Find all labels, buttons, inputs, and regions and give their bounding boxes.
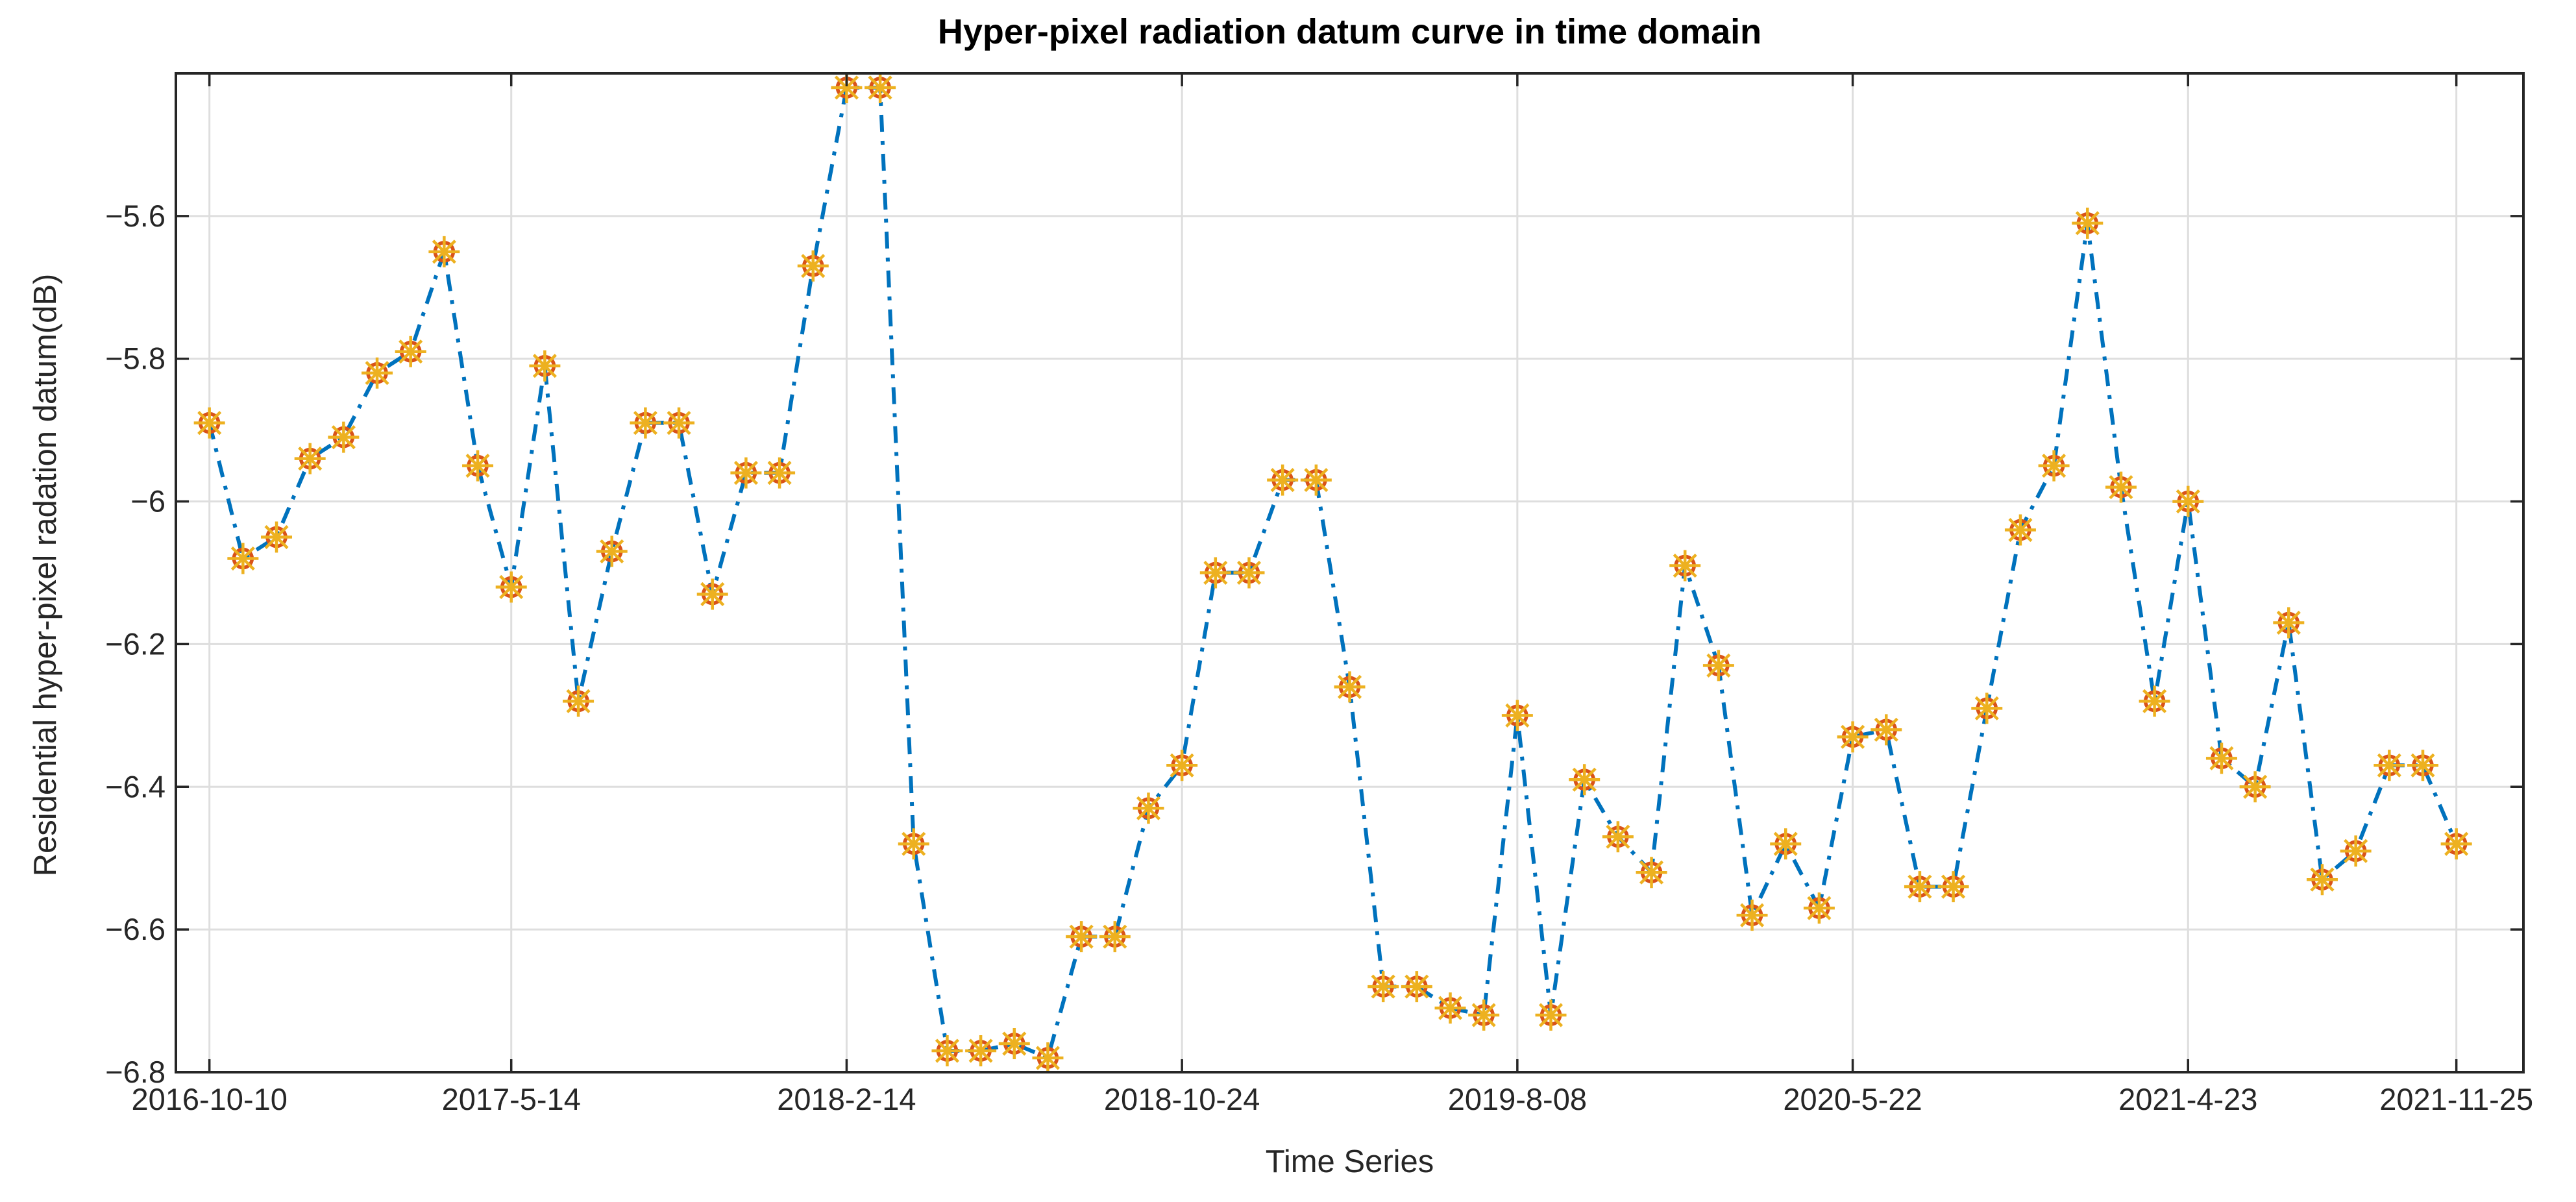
data-point-asterisk-marker xyxy=(767,461,792,485)
y-tick-label: −6.8 xyxy=(105,1055,166,1089)
data-point-asterisk-marker xyxy=(399,339,423,364)
data-point-asterisk-marker xyxy=(1438,996,1463,1020)
data-point-asterisk-marker xyxy=(1841,724,1865,749)
data-series-line xyxy=(207,86,2459,1061)
data-point-asterisk-marker xyxy=(2176,489,2200,514)
data-point-asterisk-marker xyxy=(1069,924,1094,949)
data-point-asterisk-marker xyxy=(1236,560,1262,585)
data-point-asterisk-marker xyxy=(1739,903,1765,927)
data-point-asterisk-marker xyxy=(968,1038,993,1063)
data-point-asterisk-marker xyxy=(1874,717,1898,742)
data-point-asterisk-marker xyxy=(1505,703,1530,728)
x-tick-label: 2018-10-24 xyxy=(1104,1082,1260,1116)
data-point-asterisk-marker xyxy=(532,354,557,378)
data-point-asterisk-marker xyxy=(1941,874,1966,899)
data-point-asterisk-marker xyxy=(1002,1031,1027,1056)
data-point-asterisk-marker xyxy=(197,411,222,435)
x-tick-label: 2021-11-25 xyxy=(2379,1082,2533,1116)
data-point-asterisk-marker xyxy=(600,539,624,564)
data-point-asterisk-marker xyxy=(2276,610,2301,635)
data-point-asterisk-marker xyxy=(1706,653,1731,678)
data-point-asterisk-marker xyxy=(935,1038,960,1063)
data-point-asterisk-marker xyxy=(801,254,826,278)
data-point-asterisk-marker xyxy=(1270,468,1295,493)
data-point-asterisk-marker xyxy=(1103,924,1127,949)
data-point-asterisk-marker xyxy=(2243,774,2268,799)
data-point-asterisk-marker xyxy=(1974,696,1999,720)
x-tick-label: 2017-5-14 xyxy=(442,1082,581,1116)
data-point-asterisk-marker xyxy=(298,447,323,471)
data-point-asterisk-marker xyxy=(2008,517,2033,543)
data-point-asterisk-marker xyxy=(733,461,758,485)
y-tick-label: −6.6 xyxy=(105,912,166,946)
data-point-asterisk-marker xyxy=(1170,753,1194,778)
data-point-asterisk-marker xyxy=(834,75,859,100)
axes-box xyxy=(175,72,2525,1073)
data-point-asterisk-marker xyxy=(902,831,926,856)
data-point-asterisk-marker xyxy=(2344,839,2368,863)
data-point-asterisk-marker xyxy=(1572,767,1597,792)
data-point-asterisk-marker xyxy=(1371,974,1395,999)
y-tick-label: −6.2 xyxy=(105,626,166,661)
data-point-asterisk-marker xyxy=(1471,1003,1496,1027)
chart-title: Hyper-pixel radiation datum curve in tim… xyxy=(937,12,1762,51)
x-tick-label: 2019-8-08 xyxy=(1448,1082,1587,1116)
data-point-asterisk-marker xyxy=(365,361,389,386)
data-point-asterisk-marker xyxy=(465,454,490,478)
y-tick-label: −5.6 xyxy=(105,199,166,233)
data-point-asterisk-marker xyxy=(1538,1003,1564,1027)
data-point-asterisk-marker xyxy=(633,411,657,435)
data-point-asterisk-marker xyxy=(868,75,892,100)
data-point-asterisk-marker xyxy=(1304,468,1329,493)
data-point-asterisk-marker xyxy=(2410,753,2435,778)
data-point-asterisk-marker xyxy=(2444,831,2469,856)
data-point-asterisk-marker xyxy=(2075,211,2100,236)
data-point-asterisk-marker xyxy=(264,524,289,550)
data-point-asterisk-marker xyxy=(1606,824,1630,849)
y-tick-label: −6.4 xyxy=(105,769,166,803)
data-point-asterisk-marker xyxy=(566,689,591,713)
data-point-asterisk-marker xyxy=(1035,1046,1061,1070)
data-point-asterisk-marker xyxy=(499,574,524,600)
data-point-asterisk-marker xyxy=(2310,867,2335,892)
data-point-asterisk-marker xyxy=(1405,974,1429,999)
data-point-asterisk-marker xyxy=(2377,753,2401,778)
y-axis-label: Residential hyper-pixel radation datum(d… xyxy=(28,273,63,877)
data-point-asterisk-marker xyxy=(1807,896,1832,920)
data-point-asterisk-marker xyxy=(230,546,255,571)
y-tick-label: −5.8 xyxy=(105,341,166,376)
x-axis-label: Time Series xyxy=(1265,1144,1434,1179)
data-point-asterisk-marker xyxy=(331,425,356,450)
data-point-asterisk-marker xyxy=(432,239,456,264)
data-point-asterisk-marker xyxy=(1639,860,1664,885)
x-tick-label: 2018-2-14 xyxy=(777,1082,916,1116)
data-point-asterisk-marker xyxy=(700,582,725,607)
data-point-asterisk-marker xyxy=(1136,796,1161,820)
x-tick-label: 2016-10-10 xyxy=(131,1082,287,1116)
x-tick-label: 2020-5-22 xyxy=(1783,1082,1922,1116)
data-point-asterisk-marker xyxy=(2142,689,2167,713)
data-point-asterisk-marker xyxy=(2209,746,2234,770)
x-tick-label: 2021-4-23 xyxy=(2118,1082,2257,1116)
data-point-asterisk-marker xyxy=(1673,553,1697,578)
data-point-asterisk-marker xyxy=(1907,874,1932,899)
data-point-asterisk-marker xyxy=(667,411,691,435)
data-point-asterisk-marker xyxy=(1203,560,1228,585)
data-point-asterisk-marker xyxy=(1773,831,1798,856)
data-point-asterisk-marker xyxy=(1337,674,1362,699)
y-tick-label: −6 xyxy=(130,484,166,519)
data-point-asterisk-marker xyxy=(2042,454,2067,478)
data-point-asterisk-marker xyxy=(2109,475,2133,500)
